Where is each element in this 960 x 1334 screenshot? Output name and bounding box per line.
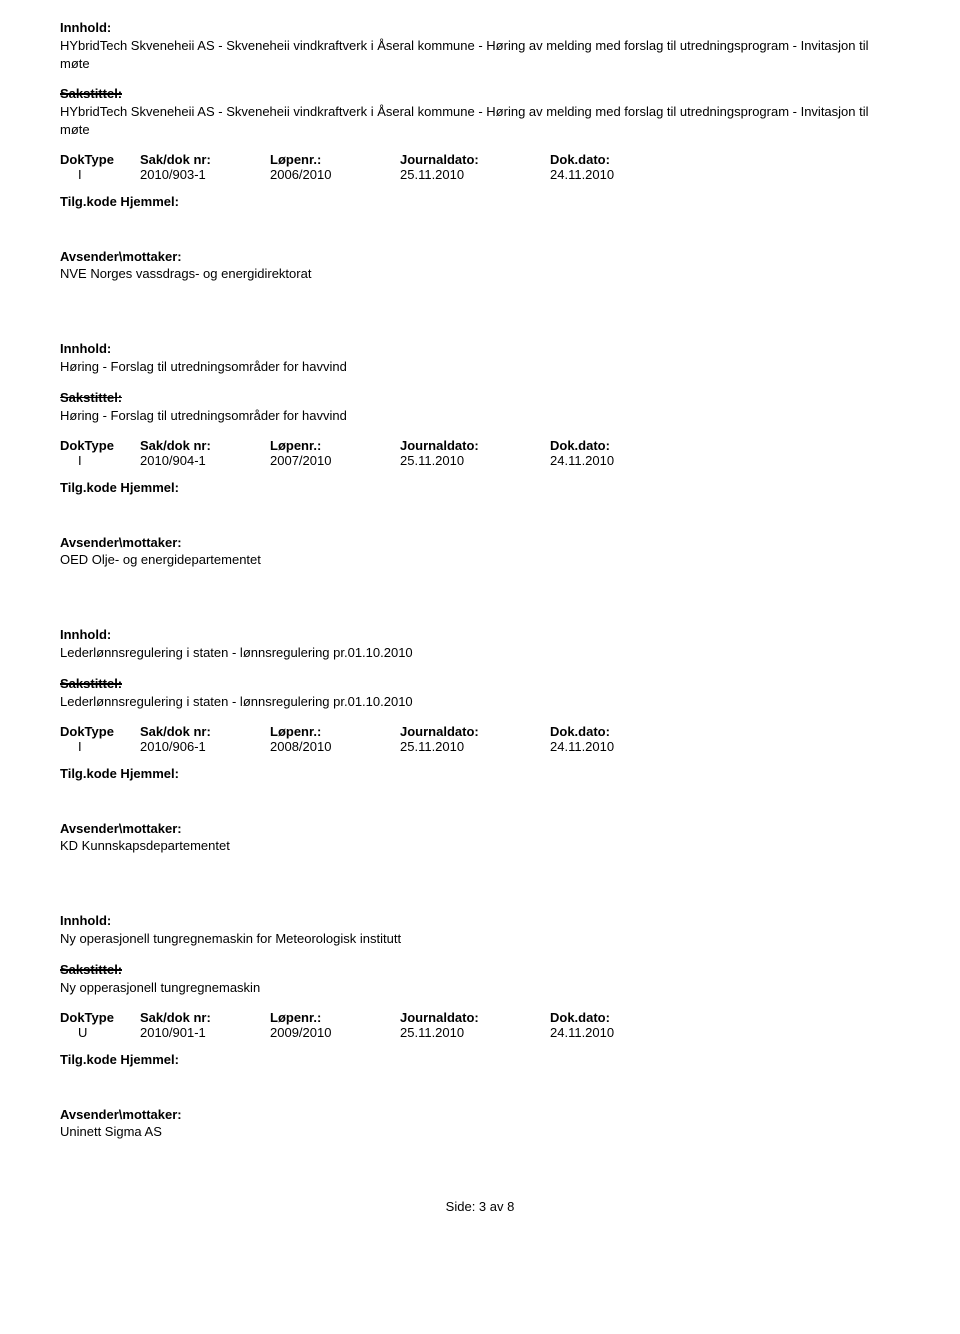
journal-record: Innhold: HYbridTech Skveneheii AS - Skve… [60,20,900,281]
row-values: I 2010/906-1 2008/2010 25.11.2010 24.11.… [60,739,900,754]
header-doktype: DokType [60,152,140,167]
innhold-text: Høring - Forslag til utredningsområder f… [60,358,900,376]
value-sakdok: 2010/901-1 [140,1025,270,1040]
value-dokdato: 24.11.2010 [550,1025,680,1040]
header-doktype: DokType [60,1010,140,1025]
avsender-label: Avsender\mottaker: [60,821,900,836]
sakstittel-text: Lederlønnsregulering i staten - lønnsreg… [60,693,900,711]
avsender-value: OED Olje- og energidepartementet [60,552,900,567]
value-doktype: I [60,167,140,182]
header-doktype: DokType [60,724,140,739]
value-journaldato: 25.11.2010 [400,453,550,468]
column-headers: DokType Sak/dok nr: Løpenr.: Journaldato… [60,1010,900,1025]
sakstittel-label: Sakstittel: [60,390,122,405]
sakstittel-text: HYbridTech Skveneheii AS - Skveneheii vi… [60,103,900,138]
avsender-value: NVE Norges vassdrags- og energidirektora… [60,266,900,281]
journal-record: Innhold: Ny operasjonell tungregnemaskin… [60,913,900,1139]
row-values: I 2010/904-1 2007/2010 25.11.2010 24.11.… [60,453,900,468]
sakstittel-label: Sakstittel: [60,676,122,691]
value-doktype: I [60,739,140,754]
tilgkode-label: Tilg.kode Hjemmel: [60,766,900,781]
innhold-label: Innhold: [60,341,900,356]
header-sakdok: Sak/dok nr: [140,152,270,167]
value-journaldato: 25.11.2010 [400,167,550,182]
header-journaldato: Journaldato: [400,1010,550,1025]
header-lopenr: Løpenr.: [270,724,400,739]
journal-record: Innhold: Høring - Forslag til utrednings… [60,341,900,567]
value-lopenr: 2009/2010 [270,1025,400,1040]
value-journaldato: 25.11.2010 [400,1025,550,1040]
header-dokdato: Dok.dato: [550,438,680,453]
header-sakdok: Sak/dok nr: [140,438,270,453]
avsender-label: Avsender\mottaker: [60,249,900,264]
header-doktype: DokType [60,438,140,453]
avsender-value: Uninett Sigma AS [60,1124,900,1139]
value-lopenr: 2008/2010 [270,739,400,754]
page-footer: Side: 3 av 8 [60,1199,900,1214]
header-journaldato: Journaldato: [400,438,550,453]
value-dokdato: 24.11.2010 [550,453,680,468]
header-lopenr: Løpenr.: [270,438,400,453]
value-doktype: I [60,453,140,468]
sakstittel-label: Sakstittel: [60,86,122,101]
header-sakdok: Sak/dok nr: [140,1010,270,1025]
value-dokdato: 24.11.2010 [550,167,680,182]
innhold-label: Innhold: [60,20,900,35]
value-sakdok: 2010/903-1 [140,167,270,182]
value-doktype: U [60,1025,140,1040]
innhold-label: Innhold: [60,913,900,928]
tilgkode-label: Tilg.kode Hjemmel: [60,480,900,495]
avsender-label: Avsender\mottaker: [60,1107,900,1122]
innhold-text: Lederlønnsregulering i staten - lønnsreg… [60,644,900,662]
value-lopenr: 2007/2010 [270,453,400,468]
header-dokdato: Dok.dato: [550,1010,680,1025]
value-sakdok: 2010/904-1 [140,453,270,468]
innhold-text: HYbridTech Skveneheii AS - Skveneheii vi… [60,37,900,72]
sakstittel-text: Høring - Forslag til utredningsområder f… [60,407,900,425]
value-lopenr: 2006/2010 [270,167,400,182]
tilgkode-label: Tilg.kode Hjemmel: [60,194,900,209]
avsender-label: Avsender\mottaker: [60,535,900,550]
column-headers: DokType Sak/dok nr: Løpenr.: Journaldato… [60,152,900,167]
tilgkode-label: Tilg.kode Hjemmel: [60,1052,900,1067]
sakstittel-label: Sakstittel: [60,962,122,977]
header-lopenr: Løpenr.: [270,1010,400,1025]
header-journaldato: Journaldato: [400,724,550,739]
header-lopenr: Løpenr.: [270,152,400,167]
value-dokdato: 24.11.2010 [550,739,680,754]
value-journaldato: 25.11.2010 [400,739,550,754]
avsender-value: KD Kunnskapsdepartementet [60,838,900,853]
header-sakdok: Sak/dok nr: [140,724,270,739]
header-dokdato: Dok.dato: [550,724,680,739]
column-headers: DokType Sak/dok nr: Løpenr.: Journaldato… [60,438,900,453]
sakstittel-text: Ny opperasjonell tungregnemaskin [60,979,900,997]
column-headers: DokType Sak/dok nr: Løpenr.: Journaldato… [60,724,900,739]
row-values: U 2010/901-1 2009/2010 25.11.2010 24.11.… [60,1025,900,1040]
journal-record: Innhold: Lederlønnsregulering i staten -… [60,627,900,853]
row-values: I 2010/903-1 2006/2010 25.11.2010 24.11.… [60,167,900,182]
innhold-label: Innhold: [60,627,900,642]
innhold-text: Ny operasjonell tungregnemaskin for Mete… [60,930,900,948]
header-dokdato: Dok.dato: [550,152,680,167]
value-sakdok: 2010/906-1 [140,739,270,754]
header-journaldato: Journaldato: [400,152,550,167]
